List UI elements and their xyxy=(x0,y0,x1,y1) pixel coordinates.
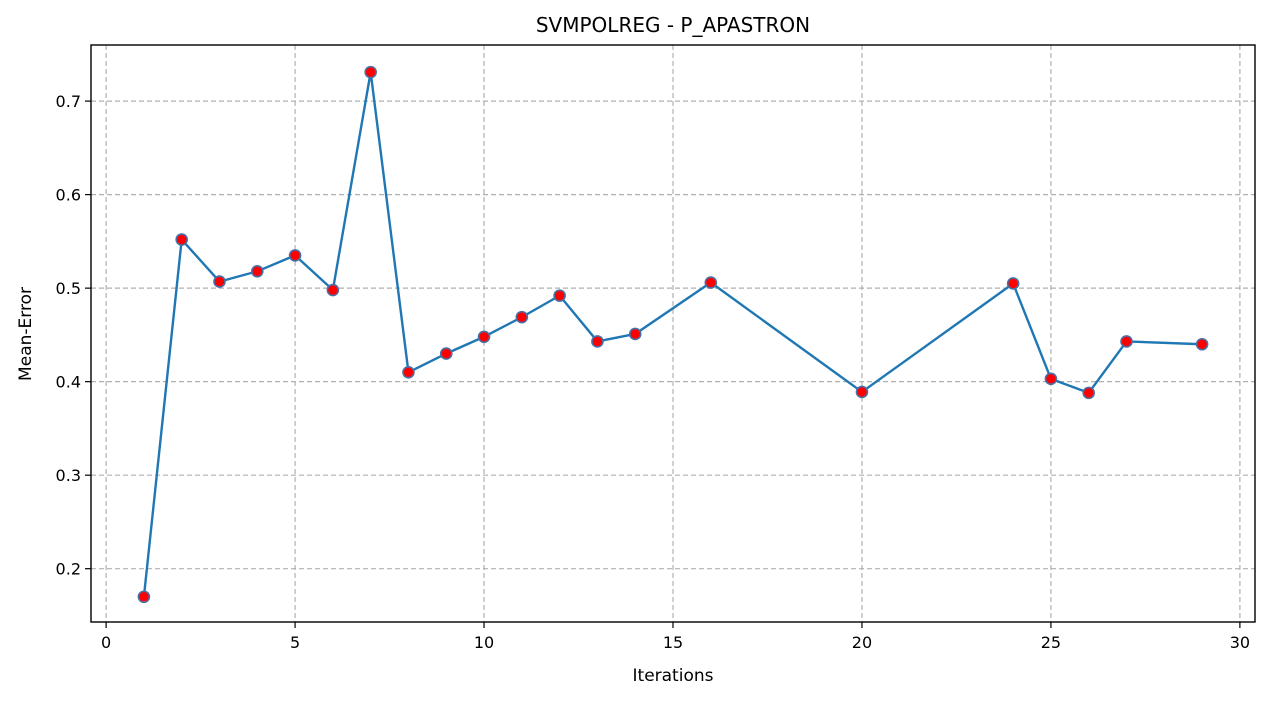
x-tick-label: 25 xyxy=(1041,633,1061,652)
data-point xyxy=(515,310,529,324)
axis-ticks: 0 5 10 15 20 25 30 0.2 0.3 0.4 0.5 0.6 0.7 xyxy=(56,92,1251,652)
y-tick-label: 0.6 xyxy=(56,186,81,205)
data-point xyxy=(402,366,415,379)
data-point xyxy=(628,327,642,341)
data-point xyxy=(250,265,264,278)
x-tick-label: 15 xyxy=(663,633,683,652)
y-axis-label: Mean-Error xyxy=(16,287,36,381)
data-point xyxy=(213,275,226,288)
data-point xyxy=(1044,372,1058,386)
data-point xyxy=(288,249,302,262)
x-tick-label: 0 xyxy=(101,633,111,652)
data-point xyxy=(175,233,189,246)
data-point xyxy=(1082,386,1096,400)
y-tick-label: 0.5 xyxy=(56,279,81,298)
data-point xyxy=(364,65,377,79)
y-tick-label: 0.2 xyxy=(56,560,81,579)
data-point xyxy=(1120,335,1133,348)
chart-title: SVMPOLREG - P_APASTRON xyxy=(536,13,810,37)
data-point xyxy=(855,385,869,399)
data-point xyxy=(1006,277,1020,290)
x-tick-label: 20 xyxy=(852,633,872,652)
data-point xyxy=(137,590,151,604)
data-point xyxy=(553,289,566,302)
x-axis-label: Iterations xyxy=(633,666,714,686)
data-point xyxy=(326,283,340,297)
x-tick-label: 30 xyxy=(1230,633,1250,652)
y-tick-label: 0.3 xyxy=(56,466,81,485)
y-tick-label: 0.4 xyxy=(56,373,81,392)
data-point xyxy=(477,330,491,344)
data-point xyxy=(439,347,453,360)
x-tick-label: 10 xyxy=(474,633,494,652)
data-point xyxy=(1195,337,1209,351)
data-point xyxy=(591,335,604,348)
x-tick-label: 5 xyxy=(290,633,300,652)
y-tick-label: 0.7 xyxy=(56,92,81,111)
grid xyxy=(91,45,1255,622)
data-point xyxy=(704,276,718,289)
series-layer xyxy=(137,65,1209,604)
